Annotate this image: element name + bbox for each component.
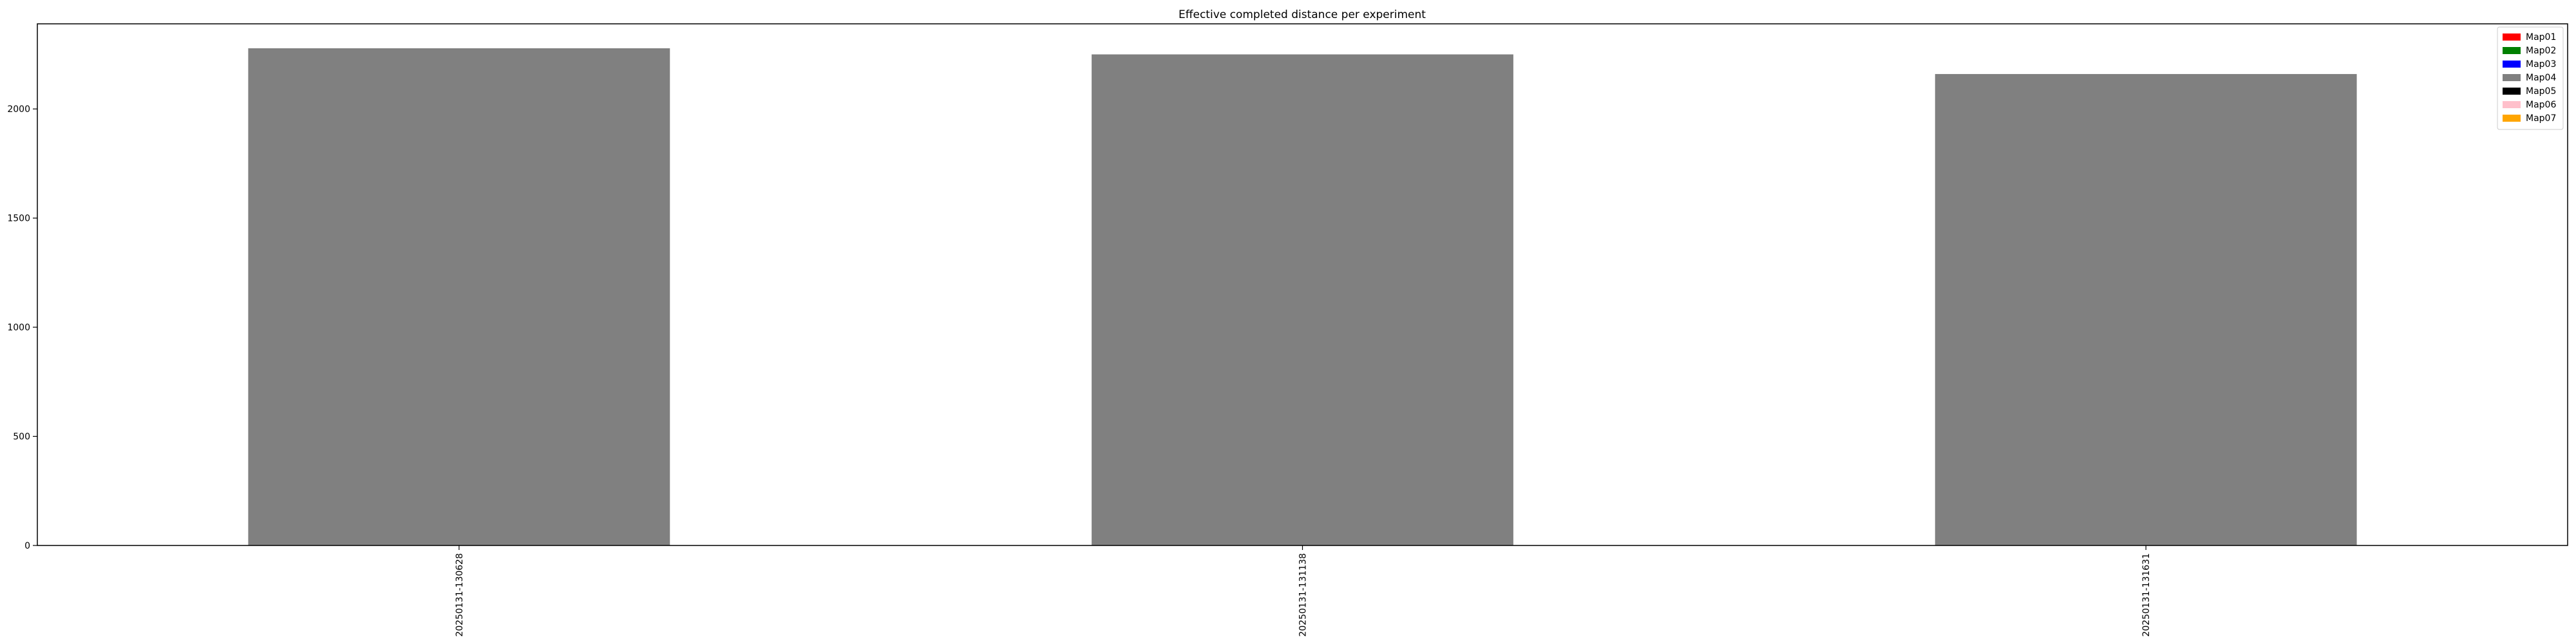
legend-label: Map06 xyxy=(2526,100,2556,110)
legend-swatch xyxy=(2503,115,2521,122)
bar-20250131-130628 xyxy=(248,48,670,546)
y-tick-label: 500 xyxy=(13,432,30,442)
legend-swatch xyxy=(2503,61,2521,68)
bar-20250131-131138 xyxy=(1092,54,1513,546)
y-tick-label: 2000 xyxy=(7,104,30,115)
x-tick-label: 20250131-131631 xyxy=(2141,553,2152,637)
y-tick-label: 1500 xyxy=(7,214,30,224)
legend-label: Map05 xyxy=(2526,86,2556,97)
legend-swatch xyxy=(2503,33,2521,41)
legend-swatch xyxy=(2503,88,2521,95)
y-axis: 0 500 1000 1500 2000 xyxy=(7,104,37,551)
legend-swatch xyxy=(2503,47,2521,54)
legend: Map01 Map02 Map03 Map04 Map05 Map06 Map07 xyxy=(2497,26,2564,130)
bar-20250131-131631 xyxy=(1935,73,2357,546)
y-tick-label: 0 xyxy=(24,541,30,551)
legend-label: Map04 xyxy=(2526,73,2556,83)
legend-swatch xyxy=(2503,74,2521,81)
legend-label: Map01 xyxy=(2526,32,2556,43)
y-tick-label: 1000 xyxy=(7,323,30,333)
legend-label: Map07 xyxy=(2526,113,2556,124)
legend-label: Map03 xyxy=(2526,59,2556,70)
bars-group xyxy=(248,48,2357,546)
legend-label: Map02 xyxy=(2526,46,2556,56)
legend-swatch xyxy=(2503,101,2521,108)
plot-frame xyxy=(37,23,2568,546)
x-tick-label: 20250131-130628 xyxy=(455,553,465,637)
x-tick-label: 20250131-131138 xyxy=(1298,553,1309,637)
chart-title: Effective completed distance per experim… xyxy=(1179,8,1426,21)
x-axis: 20250131-130628 20250131-131138 20250131-1… xyxy=(455,545,2152,637)
